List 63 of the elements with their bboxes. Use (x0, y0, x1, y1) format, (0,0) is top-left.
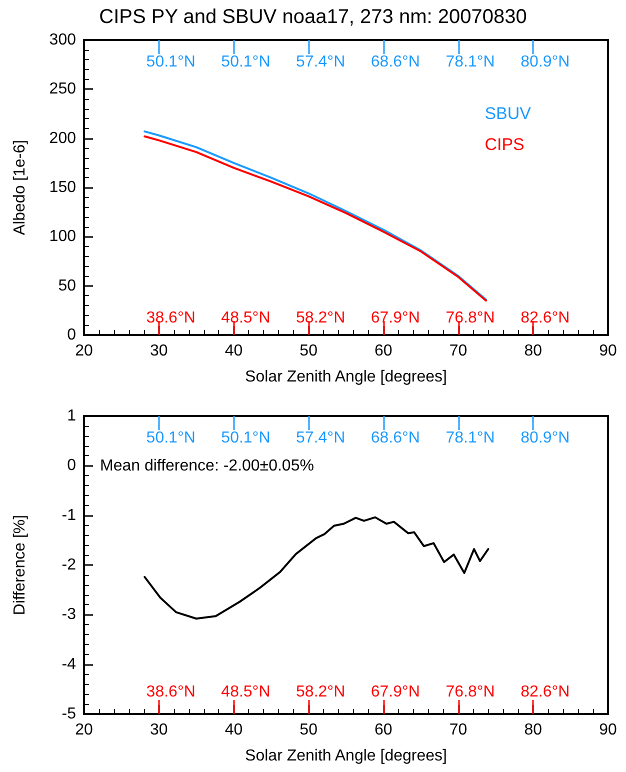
x-tick-label: 40 (224, 342, 243, 360)
annotation: 50.1°N (221, 54, 270, 70)
annotation: 57.4°N (296, 430, 346, 446)
x-tick-label: 90 (599, 722, 617, 738)
line-series (144, 516, 490, 620)
annotation: Mean difference: -2.00±0.05% (100, 458, 314, 474)
y-tick-label: 150 (49, 179, 76, 196)
annotation: 50.1°N (146, 54, 196, 70)
annotation: 67.9°N (370, 684, 420, 700)
x-tick-label: 70 (449, 722, 468, 738)
x-tick-label: 80 (524, 722, 542, 738)
annotation: 76.8°N (446, 684, 495, 700)
x-axis-title: Solar Zenith Angle [degrees] (245, 368, 447, 386)
y-tick-label: -1 (62, 506, 76, 524)
x-tick-label: 30 (150, 342, 168, 360)
x-tick-label: 30 (150, 722, 168, 738)
x-tick-label: 20 (75, 722, 93, 738)
y-tick-label: 300 (49, 32, 76, 48)
y-tick-label: 0 (67, 457, 76, 474)
annotation: 68.6°N (370, 430, 420, 446)
y-tick-label: -2 (62, 556, 76, 574)
annotation: 82.6°N (520, 684, 570, 700)
x-tick-label: 20 (75, 342, 93, 360)
x-tick-label: 70 (449, 342, 468, 360)
annotation: 50.1°N (221, 430, 270, 446)
y-axis-title: Difference [%] (12, 514, 28, 616)
y-tick-label: 100 (49, 228, 76, 246)
y-tick-label: 200 (49, 130, 76, 147)
annotation: 68.6°N (370, 54, 420, 70)
annotation: 38.6°N (146, 310, 196, 326)
y-tick-label: -4 (62, 656, 76, 673)
annotation: 67.9°N (370, 310, 420, 326)
y-tick-label: -5 (62, 706, 76, 722)
x-tick-label: 80 (524, 342, 542, 360)
x-tick-label: 40 (224, 722, 243, 738)
y-tick-label: 250 (49, 80, 76, 98)
x-tick-label: 50 (300, 342, 318, 360)
x-tick-label: 60 (374, 342, 392, 360)
annotation: 80.9°N (520, 54, 570, 70)
y-tick-label: 1 (67, 408, 76, 424)
annotation: 58.2°N (296, 684, 346, 700)
x-tick-label: 60 (374, 722, 392, 738)
x-tick-label: 50 (300, 722, 318, 738)
annotation: 78.1°N (446, 54, 495, 70)
annotation: 82.6°N (520, 310, 570, 326)
annotation: 48.5°N (221, 684, 270, 700)
annotation: 76.8°N (446, 310, 495, 326)
chart-title: CIPS PY and SBUV noaa17, 273 nm: 20070830 (99, 6, 527, 28)
annotation: 80.9°N (520, 430, 570, 446)
y-tick-label: -3 (62, 606, 76, 624)
annotation: 78.1°N (446, 430, 495, 446)
y-axis-title: Albedo [1e-6] (12, 140, 28, 236)
y-tick-label: 0 (67, 326, 76, 344)
annotation: 57.4°N (296, 54, 346, 70)
annotation: 48.5°N (221, 310, 270, 326)
x-axis-title: Solar Zenith Angle [degrees] (245, 748, 447, 764)
annotation: 50.1°N (146, 430, 196, 446)
text: SBUV (484, 104, 532, 123)
y-tick-label: 50 (58, 277, 76, 294)
annotation: 58.2°N (296, 310, 346, 326)
x-tick-label: 90 (599, 342, 617, 360)
text: CIPS (484, 135, 524, 154)
annotation: 38.6°N (146, 684, 196, 700)
